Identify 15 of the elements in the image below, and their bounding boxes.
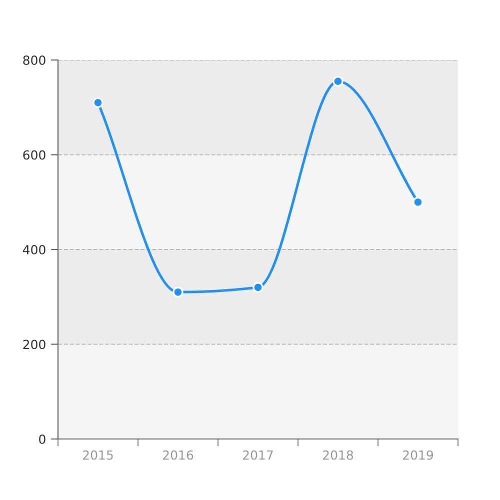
y-tick-label: 800 [23,55,46,65]
x-tick-label: 2015 [83,450,113,460]
y-tick-label: 400 [22,244,46,254]
point [252,282,264,293]
x-tick-label: 2019 [403,450,434,460]
y-tick-label: 0 [39,434,46,444]
x-tick-label: 2016 [163,450,194,460]
y-tick-label: 600 [23,150,46,160]
x-tick-label: 2018 [323,450,354,460]
y-tick-label: 200 [23,340,46,350]
x-tick-label: 2017 [243,450,273,460]
point [172,286,184,298]
point [412,196,424,208]
point [92,97,104,108]
point [332,76,344,87]
